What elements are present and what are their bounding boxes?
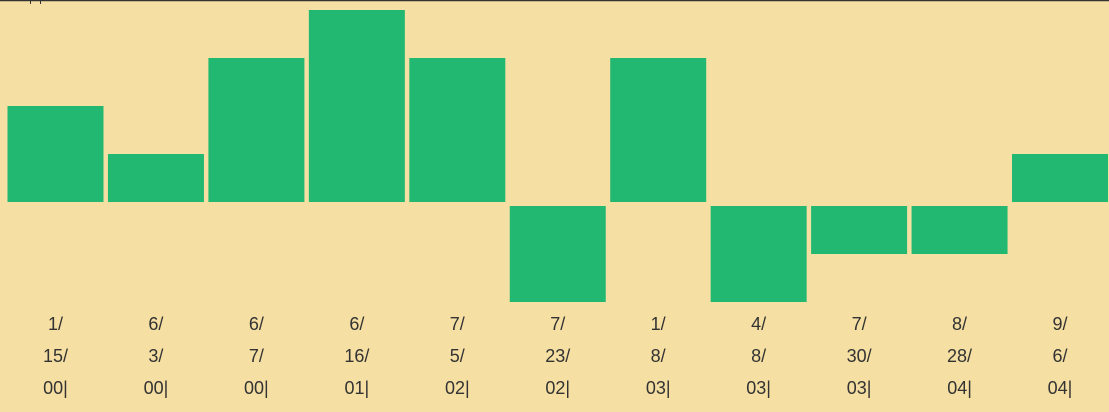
x-tick-label: 7/ 5/ 02|	[444, 314, 470, 398]
x-tick-label: 8/ 28/ 04|	[947, 314, 973, 398]
x-tick-label: 9/ 6/ 04|	[1047, 314, 1073, 398]
bar	[308, 10, 405, 202]
x-tick-label: 4/ 8/ 03|	[746, 314, 771, 398]
x-tick-label: 1/ 15/ 00|	[42, 314, 69, 398]
bar	[107, 154, 204, 202]
bar	[7, 106, 104, 202]
bar	[911, 206, 1008, 254]
bar	[409, 58, 506, 202]
x-tick-label: 1/ 8/ 03|	[645, 314, 671, 398]
x-tick-label: 6/ 3/ 00|	[143, 314, 169, 398]
bar	[710, 206, 807, 302]
x-tick-label: 6/ 7/ 00|	[244, 314, 269, 398]
bar	[610, 58, 707, 202]
x-tick-label: 7/ 23/ 02|	[545, 314, 571, 398]
x-tick-label: 6/ 16/ 01|	[344, 314, 370, 398]
bar	[1012, 154, 1108, 202]
bar	[208, 58, 305, 202]
bar	[509, 206, 606, 302]
bar	[811, 206, 908, 254]
x-tick-label: 7/ 30/ 03|	[846, 314, 872, 398]
